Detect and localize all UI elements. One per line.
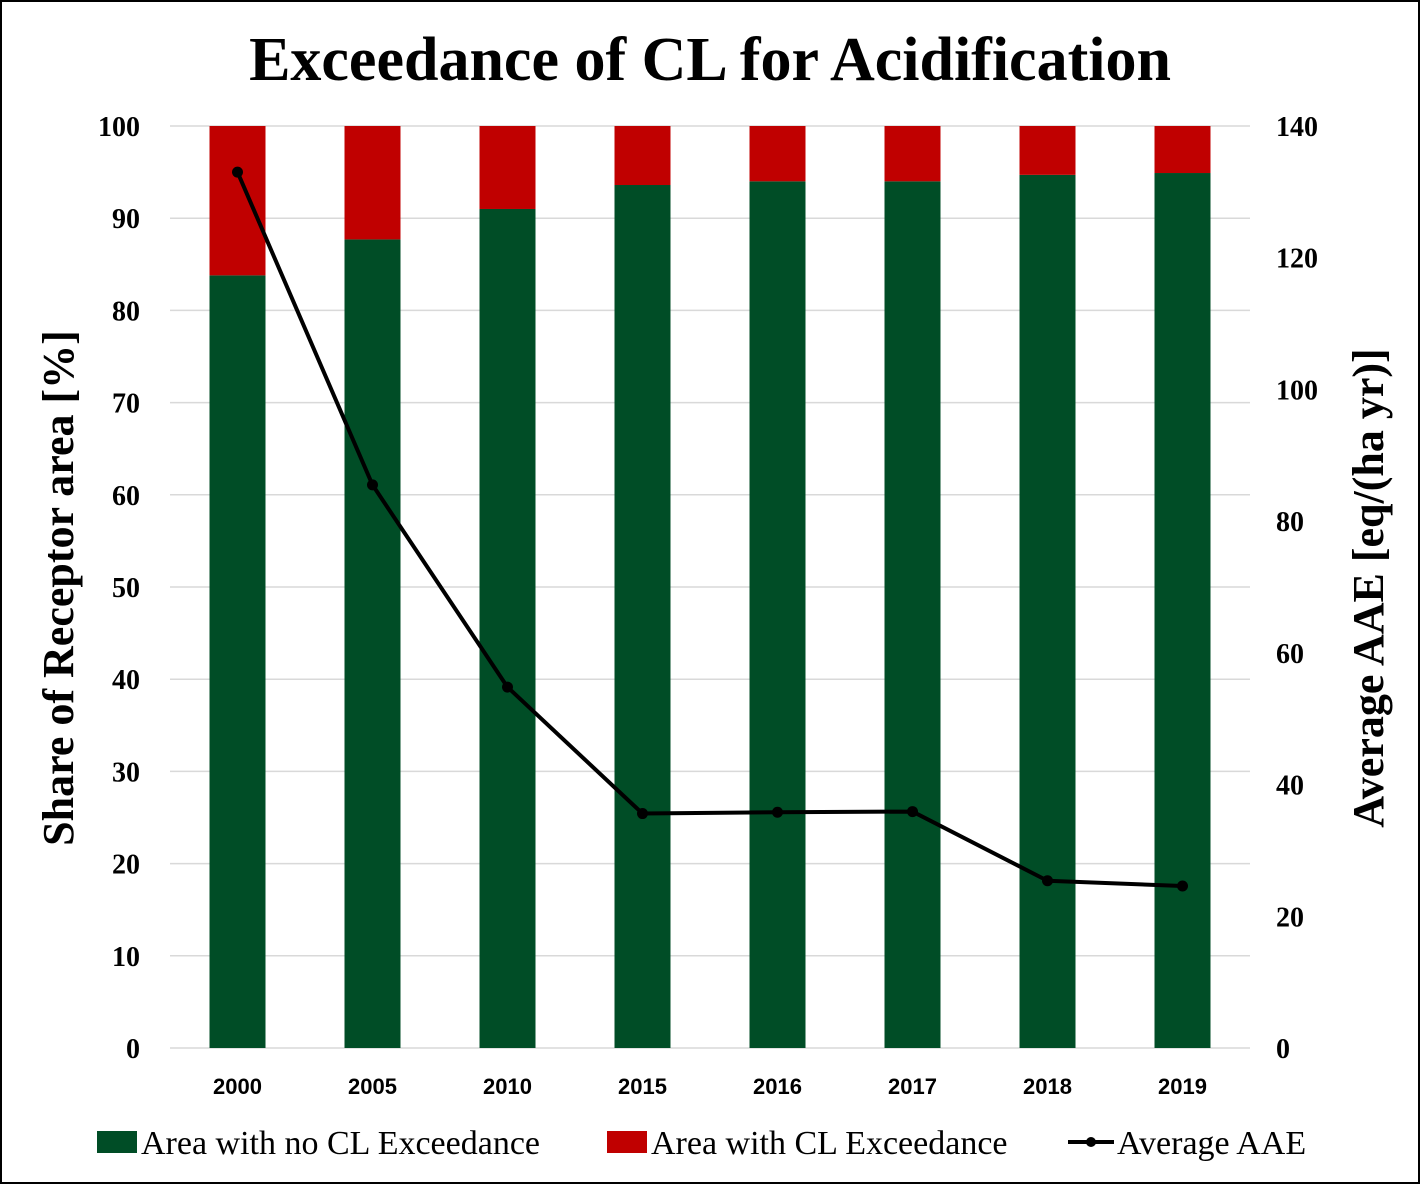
y2-tick-label-140: 140 bbox=[1276, 112, 1318, 143]
x-tick-label-2015: 2015 bbox=[618, 1074, 667, 1099]
bar-no-exceedance-2005 bbox=[344, 239, 401, 1048]
bar-exceedance-2018 bbox=[1019, 126, 1076, 175]
average-aae-line-group bbox=[232, 166, 1188, 892]
legend-marker-average-aae bbox=[1086, 1137, 1096, 1147]
average-aae-point-2018 bbox=[1042, 875, 1053, 887]
y-tick-label-90: 90 bbox=[112, 204, 140, 235]
x-tick-label-2018: 2018 bbox=[1023, 1074, 1072, 1099]
average-aae-point-2016 bbox=[772, 806, 783, 818]
y-tick-label-20: 20 bbox=[112, 850, 140, 881]
y2-axis-label: Average AAE [eq/(ha yr)] bbox=[1344, 348, 1393, 827]
y2-tick-label-0: 0 bbox=[1276, 1034, 1290, 1065]
legend-swatch-exceedance bbox=[607, 1131, 647, 1153]
legend-label-exceedance: Area with CL Exceedance bbox=[651, 1125, 1008, 1162]
x-tick-label-2010: 2010 bbox=[483, 1074, 532, 1099]
bar-no-exceedance-2018 bbox=[1019, 174, 1076, 1049]
average-aae-point-2000 bbox=[232, 166, 243, 178]
y-tick-label-40: 40 bbox=[112, 665, 140, 696]
bar-no-exceedance-2000 bbox=[209, 275, 266, 1048]
y2-tick-label-120: 120 bbox=[1276, 244, 1318, 275]
bar-exceedance-2015 bbox=[614, 126, 671, 186]
average-aae-line bbox=[235, 171, 1183, 888]
left-axis-ticks: 0 10 20 30 40 50 60 70 80 90 100 bbox=[98, 112, 140, 1065]
legend: Area with no CL Exceedance Area with CL … bbox=[97, 1125, 1306, 1162]
average-aae-point-2005 bbox=[367, 479, 378, 491]
x-tick-label-2016: 2016 bbox=[753, 1074, 802, 1099]
y-tick-label-0: 0 bbox=[126, 1034, 140, 1065]
y-tick-label-30: 30 bbox=[112, 757, 140, 788]
bar-exceedance-2019 bbox=[1154, 126, 1211, 174]
x-tick-label-2005: 2005 bbox=[348, 1074, 397, 1099]
y-tick-label-10: 10 bbox=[112, 942, 140, 973]
y-tick-label-60: 60 bbox=[112, 481, 140, 512]
legend-swatch-no-exceedance bbox=[97, 1131, 137, 1153]
bar-exceedance-2010 bbox=[479, 126, 536, 209]
y-tick-label-80: 80 bbox=[112, 296, 140, 327]
average-aae-point-2019 bbox=[1177, 880, 1188, 892]
chart-title: Exceedance of CL for Acidification bbox=[249, 26, 1171, 94]
legend-label-average-aae: Average AAE bbox=[1117, 1125, 1306, 1162]
y2-tick-label-80: 80 bbox=[1276, 507, 1304, 538]
x-tick-label-2019: 2019 bbox=[1158, 1074, 1207, 1099]
x-tick-label-2000: 2000 bbox=[213, 1074, 262, 1099]
y-axis-label: Share of Receptor area [%] bbox=[34, 330, 83, 846]
y2-tick-label-40: 40 bbox=[1276, 771, 1304, 802]
bar-no-exceedance-2019 bbox=[1154, 173, 1211, 1049]
bar-no-exceedance-2010 bbox=[479, 208, 536, 1049]
bars bbox=[209, 126, 1211, 1049]
bar-exceedance-2000 bbox=[209, 126, 266, 276]
bar-exceedance-2005 bbox=[344, 126, 401, 240]
y-tick-label-100: 100 bbox=[98, 112, 140, 143]
average-aae-point-2015 bbox=[637, 808, 648, 820]
bar-exceedance-2017 bbox=[884, 126, 941, 182]
y2-tick-label-100: 100 bbox=[1276, 375, 1318, 406]
y2-tick-label-20: 20 bbox=[1276, 902, 1304, 933]
average-aae-point-2010 bbox=[502, 681, 513, 693]
right-axis-ticks: 0 20 40 60 80 100 120 140 bbox=[1276, 112, 1318, 1065]
y-tick-label-50: 50 bbox=[112, 573, 140, 604]
bar-no-exceedance-2016 bbox=[749, 181, 806, 1048]
x-tick-label-2017: 2017 bbox=[888, 1074, 937, 1099]
gridlines bbox=[170, 125, 1250, 1049]
bar-exceedance-2016 bbox=[749, 126, 806, 182]
y2-tick-label-60: 60 bbox=[1276, 639, 1304, 670]
y-tick-label-70: 70 bbox=[112, 389, 140, 420]
bar-no-exceedance-2017 bbox=[884, 181, 941, 1048]
x-axis-ticks: 2000 2005 2010 2015 2016 2017 2018 2019 bbox=[213, 1074, 1207, 1099]
average-aae-point-2017 bbox=[907, 806, 918, 818]
bar-no-exceedance-2015 bbox=[614, 185, 671, 1048]
legend-label-no-exceedance: Area with no CL Exceedance bbox=[141, 1125, 540, 1162]
